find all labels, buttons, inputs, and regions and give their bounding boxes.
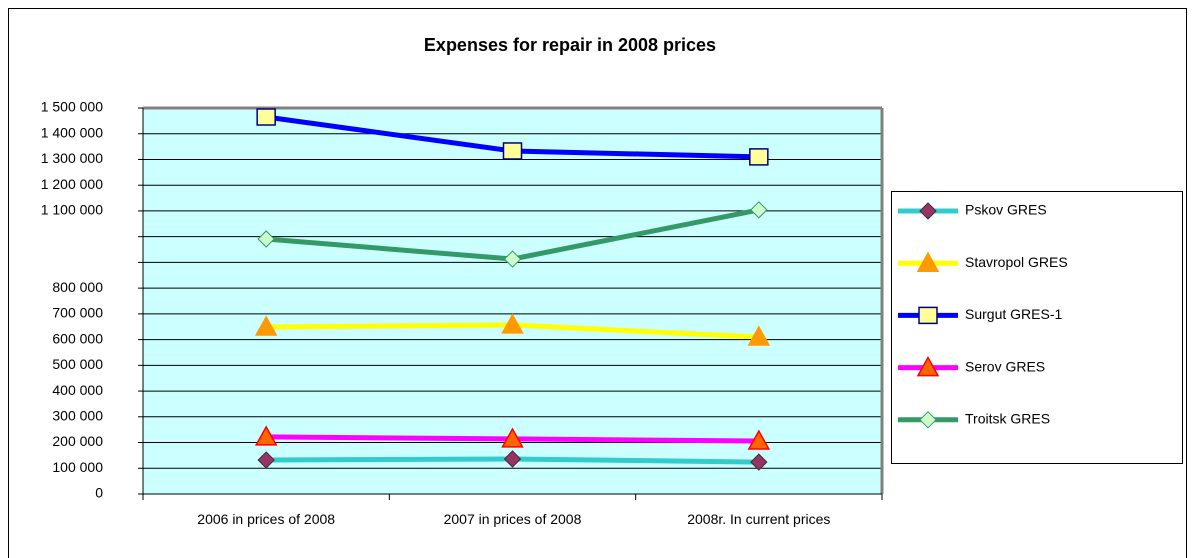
data-point <box>501 427 524 448</box>
legend-marker <box>916 356 940 377</box>
data-point <box>254 315 278 336</box>
legend-label: Stavropol GRES <box>965 254 1068 270</box>
data-point <box>750 201 768 219</box>
y-tick-label: 400 000 <box>52 382 103 398</box>
y-tick-label: 100 000 <box>52 459 103 475</box>
chart-title: Expenses for repair in 2008 prices <box>424 35 716 55</box>
data-point <box>254 425 278 446</box>
legend-marker <box>916 251 940 272</box>
data-point <box>257 230 275 248</box>
data-point <box>749 148 769 166</box>
data-point <box>750 453 768 471</box>
y-tick-label: 1 100 000 <box>41 202 103 218</box>
y-tick-label: 500 000 <box>52 356 103 372</box>
y-tick-label: 1 500 000 <box>41 99 103 115</box>
x-tick-label: 2008r. In current prices <box>687 511 831 527</box>
y-tick-label: 1 200 000 <box>41 176 103 192</box>
data-point <box>747 325 771 346</box>
legend-label: Pskov GRES <box>965 202 1047 218</box>
data-point <box>256 108 276 126</box>
legend-label: Surgut GRES-1 <box>965 306 1062 322</box>
y-tick-label: 600 000 <box>52 330 103 346</box>
data-point <box>503 450 522 468</box>
y-tick-label: 800 000 <box>52 279 103 295</box>
y-tick-label: 200 000 <box>52 433 103 449</box>
data-point <box>257 451 275 469</box>
data-point <box>502 142 523 160</box>
legend-marker <box>919 411 937 429</box>
x-tick-label: 2007 in prices of 2008 <box>443 511 582 527</box>
data-point <box>503 250 522 268</box>
y-tick-label: 1 300 000 <box>41 150 103 166</box>
x-tick-label-box: 2008r. In current prices <box>687 511 831 527</box>
y-tick-label: 0 <box>95 485 103 501</box>
legend-marker <box>918 306 938 325</box>
y-tick-label: 1 400 000 <box>41 124 103 140</box>
data-point <box>501 313 524 334</box>
x-tick-label-box: 2006 in prices of 2008 <box>197 511 336 527</box>
x-tick-label: 2006 in prices of 2008 <box>197 511 336 527</box>
x-tick-label-box: 2007 in prices of 2008 <box>443 511 582 527</box>
y-tick-label: 300 000 <box>52 408 103 424</box>
y-tick-label: 700 000 <box>52 305 103 321</box>
legend-marker <box>919 202 937 220</box>
data-point <box>747 429 771 450</box>
legend-label: Troitsk GRES <box>965 411 1050 427</box>
legend-label: Serov GRES <box>965 358 1045 374</box>
